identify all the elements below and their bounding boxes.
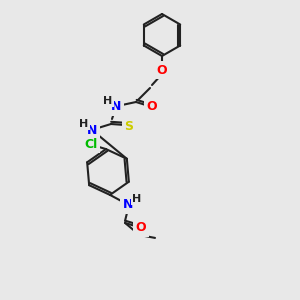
Text: N: N xyxy=(87,124,97,136)
Text: H: H xyxy=(132,194,142,204)
Text: O: O xyxy=(157,64,167,76)
Text: O: O xyxy=(136,221,146,234)
Text: Cl: Cl xyxy=(84,138,98,151)
Text: S: S xyxy=(124,119,134,133)
Text: N: N xyxy=(111,100,121,113)
Text: H: H xyxy=(80,119,88,129)
Text: O: O xyxy=(147,100,157,113)
Text: N: N xyxy=(123,198,133,212)
Text: H: H xyxy=(103,96,112,106)
